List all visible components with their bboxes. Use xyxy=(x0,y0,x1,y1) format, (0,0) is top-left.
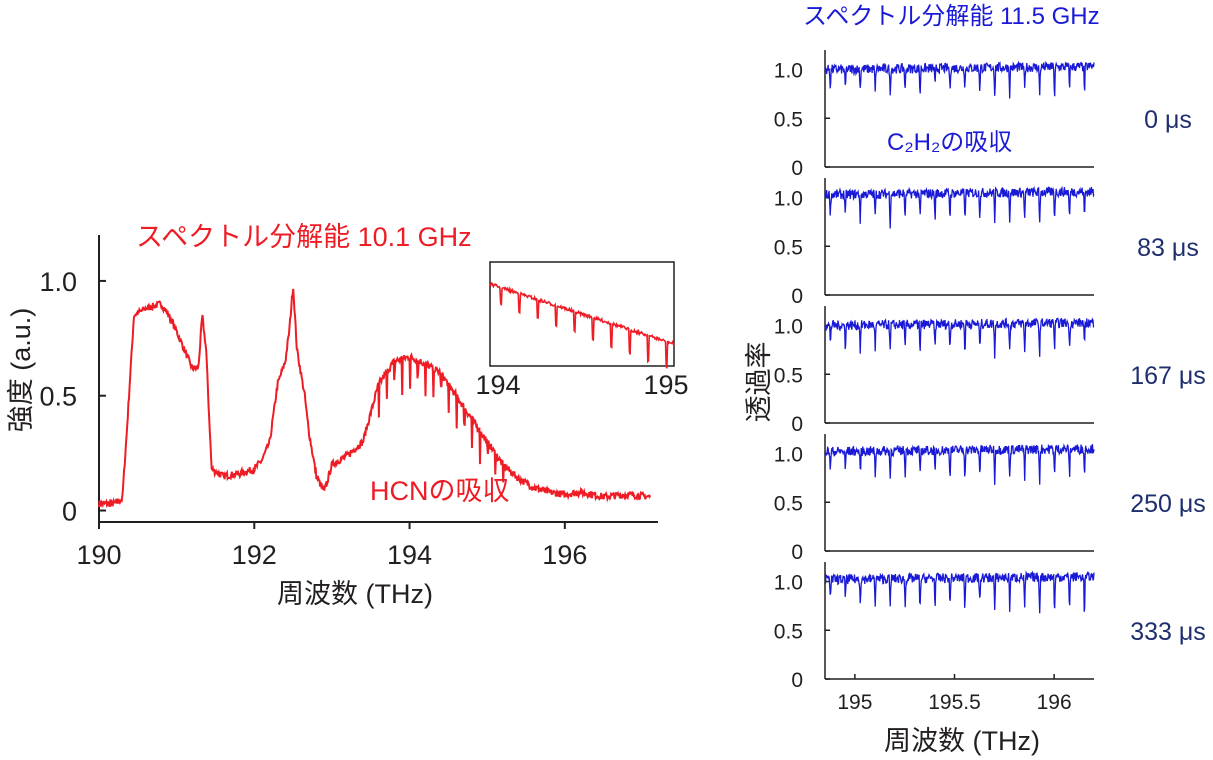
transmittance-panel: 0 0.5 1.0 0 μs xyxy=(774,50,1192,180)
panel-y-tick-label: 0.5 xyxy=(774,108,803,131)
panel-y-tick-label: 0 xyxy=(791,413,803,436)
left-axes: 190 192 194 196 0 0.5 1.0 xyxy=(39,235,658,570)
hcn-spectrum-line xyxy=(98,288,652,509)
inset-spectrum-line xyxy=(489,281,675,369)
left-y-tick-label: 0.5 xyxy=(39,382,77,412)
left-x-tick-label: 196 xyxy=(542,540,587,570)
right-chart-title: スペクトル分解能 11.5 GHz xyxy=(803,3,1100,30)
panel-time-label: 333 μs xyxy=(1130,618,1206,646)
transmittance-line xyxy=(824,185,1095,229)
transmittance-panel: 0 0.5 1.0 167 μs xyxy=(774,306,1206,436)
panel-y-tick-label: 0.5 xyxy=(774,620,803,643)
panel-y-tick-label: 1.0 xyxy=(774,444,803,467)
right-panels: 0 0.5 1.0 0 μs 0 0.5 1.0 83 μs 0 0.5 1.0 167 μs 0 0.5… xyxy=(774,50,1206,714)
panel-time-label: 83 μs xyxy=(1137,234,1199,262)
hcn-absorption-label: HCNの吸収 xyxy=(370,476,510,506)
right-x-tick-label: 195 xyxy=(837,691,872,714)
right-x-axis-label: 周波数 (THz) xyxy=(884,726,1040,756)
panel-y-tick-label: 1.0 xyxy=(774,188,803,211)
panel-y-tick-label: 0.5 xyxy=(774,492,803,515)
transmittance-line xyxy=(824,317,1095,359)
left-x-tick-label: 194 xyxy=(387,540,432,570)
transmittance-panel: 0 0.5 1.0 83 μs xyxy=(774,178,1199,308)
right-x-tick-label: 195.5 xyxy=(928,691,981,714)
panel-y-tick-label: 0 xyxy=(791,541,803,564)
c2h2-transmittance-chart: スペクトル分解能 11.5 GHz 0 0.5 1.0 0 μs 0 0.5 1.0 83 μ… xyxy=(744,3,1206,756)
inset-x-tick-label: 195 xyxy=(643,370,688,400)
left-y-tick-label: 1.0 xyxy=(39,267,77,297)
left-x-tick-label: 190 xyxy=(76,540,121,570)
panel-y-tick-label: 0 xyxy=(791,669,803,692)
transmittance-panel: 0 0.5 1.0 250 μs xyxy=(774,434,1206,564)
c2h2-absorption-label: C₂H₂の吸収 xyxy=(887,129,1012,156)
left-x-axis-label: 周波数 (THz) xyxy=(277,579,433,609)
hcn-intensity-chart: スペクトル分解能 10.1 GHz 194 195 190 192 194 196 0 0.… xyxy=(6,222,689,609)
inset-x-tick-label: 194 xyxy=(475,370,520,400)
right-y-axis-label: 透過率 xyxy=(744,342,774,423)
panel-time-label: 167 μs xyxy=(1130,362,1206,390)
left-chart-title: スペクトル分解能 10.1 GHz xyxy=(136,222,472,252)
inset-plot: 194 195 xyxy=(475,261,689,400)
transmittance-panel: 0 0.5 1.0 333 μs 195 195.5 196 xyxy=(774,562,1206,714)
left-y-tick-label: 0 xyxy=(62,497,77,527)
panel-y-tick-label: 1.0 xyxy=(774,60,803,83)
transmittance-line xyxy=(824,60,1095,99)
transmittance-line xyxy=(824,570,1095,614)
left-y-axis-label: 強度 (a.u.) xyxy=(6,308,36,433)
left-x-tick-label: 192 xyxy=(232,540,277,570)
panel-y-tick-label: 0.5 xyxy=(774,236,803,259)
right-x-tick-label: 196 xyxy=(1037,691,1072,714)
panel-time-label: 250 μs xyxy=(1130,490,1206,518)
panel-y-tick-label: 0 xyxy=(791,285,803,308)
panel-y-tick-label: 1.0 xyxy=(774,316,803,339)
panel-time-label: 0 μs xyxy=(1144,106,1192,134)
panel-y-tick-label: 0 xyxy=(791,157,803,180)
transmittance-line xyxy=(824,443,1095,485)
panel-y-tick-label: 1.0 xyxy=(774,572,803,595)
panel-y-tick-label: 0.5 xyxy=(774,364,803,387)
